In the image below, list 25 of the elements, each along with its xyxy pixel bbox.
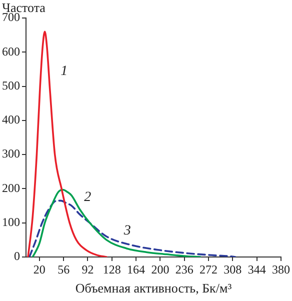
x-tick-label: 380	[272, 262, 290, 276]
series-label: 1	[60, 64, 68, 79]
series-label: 2	[84, 190, 92, 206]
x-tick-label: 92	[82, 262, 94, 276]
y-tick-label: 600	[2, 44, 20, 58]
line-series	[32, 188, 202, 257]
line-series	[28, 200, 236, 257]
series-label: 3	[122, 224, 131, 239]
y-tick-label: 500	[2, 78, 20, 92]
y-tick-label: 400	[2, 112, 20, 127]
x-tick-label: 128	[102, 262, 121, 276]
y-tick-label: 100	[2, 215, 20, 230]
line-series	[27, 30, 108, 257]
y-tick-label: 200	[2, 180, 20, 195]
x-tick-label: 236	[175, 262, 194, 276]
x-tick-label: 56	[58, 262, 70, 276]
x-tick-label: 20	[33, 262, 46, 276]
x-tick-label: 344	[248, 262, 266, 276]
x-tick-label: 308	[224, 262, 242, 276]
y-tick-label: 0	[14, 249, 20, 264]
x-axis-title: Объемная активность, Бк/м³	[75, 280, 232, 296]
x-tick-label: 164	[127, 262, 146, 276]
y-tick-label: 300	[2, 146, 20, 161]
x-tick-label: 272	[200, 262, 218, 276]
x-tick-label: 200	[151, 262, 170, 276]
